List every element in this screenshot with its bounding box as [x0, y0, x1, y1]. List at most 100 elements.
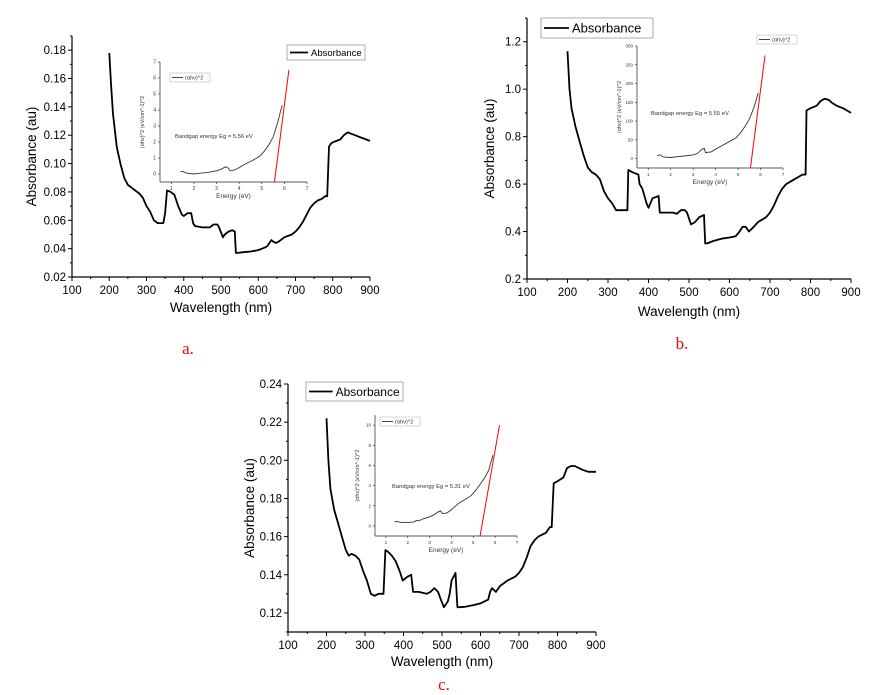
inset-x-tick-label: 2	[193, 186, 196, 192]
y-tick-label: 1.2	[505, 37, 521, 49]
y-tick-label: 0.20	[260, 455, 282, 467]
inset-x-tick-label: 2	[669, 172, 672, 177]
inset-legend-label: (αhν)^2	[185, 76, 203, 82]
chart-panel-b: 100 200 300 400 500 600 700 800 9000.20.40.60.81…	[482, 17, 861, 353]
inset-y-tick-label: 8	[368, 443, 371, 448]
inset-x-tick-label: 6	[759, 172, 762, 177]
bandgap-annotation: Bandgap energy Eg = 5.56 eV	[175, 134, 253, 140]
bandgap-annotation: Bandgap energy Eg = 5.55 eV	[651, 111, 729, 117]
inset-y-tick-label: 7	[153, 60, 156, 66]
inset-y-tick-label: 0	[368, 524, 371, 529]
inset-x-tick-label: 6	[283, 186, 286, 192]
inset-chart: 1 2 3 4 5 6 7 0 1 2 3 4 5 6 7 Energy (eV) (αhν)^2 (eV/cm…	[140, 60, 309, 200]
x-tick-label: 100	[517, 287, 536, 299]
y-tick-label: 0.6	[505, 179, 521, 191]
panel-label: a.	[182, 339, 194, 358]
y-tick-label: 0.08	[44, 187, 66, 199]
inset-tauc-line	[657, 92, 759, 158]
legend-box	[286, 44, 366, 61]
inset-y-tick-label: 5	[153, 92, 156, 98]
y-tick-label: 0.14	[260, 570, 283, 582]
inset-x-tick-label: 2	[407, 540, 410, 545]
inset-y-tick-label: 250	[625, 62, 633, 67]
inset-y-tick-label: 2	[368, 503, 371, 508]
legend: Absorbance	[540, 17, 654, 39]
inset-x-tick-label: 6	[494, 540, 497, 545]
y-tick-label: 0.04	[44, 244, 67, 256]
absorbance-line	[325, 418, 596, 609]
x-tick-label: 800	[323, 285, 342, 297]
chart-panel-c: 100 200 300 400 500 600 700 800 9000.120.140.160…	[242, 379, 606, 694]
inset-y-tick-label: 10	[366, 423, 372, 428]
inset-y-tick-label: 0	[153, 172, 156, 178]
y-tick-label: 0.12	[260, 608, 282, 620]
x-tick-label: 700	[509, 640, 528, 652]
x-tick-label: 400	[394, 640, 413, 652]
x-tick-label: 600	[720, 287, 739, 299]
inset-y-tick-label: 0	[630, 156, 633, 161]
x-axis-title: Wavelength (nm)	[170, 300, 272, 315]
inset-x-tick-label: 7	[306, 186, 309, 192]
inset-legend-box	[756, 34, 798, 45]
legend-box	[540, 17, 654, 39]
x-tick-label: 300	[598, 287, 617, 299]
inset-y-tick-label: 2	[153, 140, 156, 146]
inset-legend-box	[379, 416, 421, 427]
x-tick-label: 100	[278, 640, 297, 652]
x-axis-title: Wavelength (nm)	[638, 304, 740, 319]
inset-legend-box	[169, 72, 211, 83]
x-tick-label: 400	[174, 285, 193, 297]
inset-y-tick-label: 4	[368, 483, 371, 488]
y-tick-label: 0.4	[505, 227, 522, 239]
inset-x-axis-title: Energy (eV)	[429, 547, 464, 554]
y-tick-label: 0.18	[260, 493, 282, 505]
x-tick-label: 300	[355, 640, 374, 652]
panel-label: c.	[438, 675, 450, 694]
inset-legend-label: (αhν)^2	[772, 38, 790, 44]
x-tick-label: 500	[432, 640, 451, 652]
legend-label: Absorbance	[311, 48, 362, 59]
inset-y-axis-title: (αhν)^2 (eV/cm^-1)^2	[140, 96, 146, 148]
inset-fit-line	[479, 424, 501, 537]
y-tick-label: 0.02	[44, 272, 66, 284]
x-tick-label: 100	[62, 285, 81, 297]
x-tick-label: 200	[100, 285, 119, 297]
inset-y-tick-label: 300	[625, 44, 633, 49]
legend: Absorbance	[305, 381, 404, 402]
x-tick-label: 400	[639, 287, 658, 299]
absorbance-line	[566, 51, 852, 245]
inset-x-axis-title: Energy (eV)	[216, 193, 251, 200]
inset-x-axis-title: Energy (eV)	[693, 179, 728, 186]
y-tick-label: 0.18	[44, 45, 66, 57]
inset-x-tick-label: 7	[782, 172, 785, 177]
legend: Absorbance	[286, 44, 366, 61]
x-tick-label: 800	[548, 640, 567, 652]
inset-x-tick-label: 3	[692, 172, 695, 177]
y-tick-label: 0.24	[260, 379, 283, 391]
y-axis-title: Absorbance (au)	[482, 99, 497, 199]
y-axis-title: Absorbance (au)	[24, 107, 39, 207]
inset-x-tick-label: 4	[450, 540, 453, 545]
y-tick-label: 0.22	[260, 417, 282, 429]
bandgap-annotation: Bandgap energy Eg = 5.31 eV	[392, 484, 470, 490]
inset-x-tick-label: 5	[737, 172, 740, 177]
y-tick-label: 0.10	[44, 159, 66, 171]
y-tick-label: 0.06	[44, 215, 66, 227]
y-axis-title: Absorbance (au)	[242, 458, 257, 558]
inset-y-tick-label: 100	[625, 119, 633, 124]
legend-box	[305, 381, 404, 402]
inset-x-tick-label: 7	[516, 540, 519, 545]
x-tick-label: 900	[586, 640, 605, 652]
inset-y-tick-label: 6	[368, 463, 371, 468]
inset-tauc-line	[180, 105, 283, 175]
y-tick-label: 0.8	[505, 132, 521, 144]
y-tick-label: 0.2	[505, 274, 521, 286]
legend-label: Absorbance	[572, 21, 641, 36]
inset-x-tick-label: 4	[714, 172, 717, 177]
inset-legend-label: (αhν)^2	[395, 420, 413, 426]
absorbance-line	[108, 52, 371, 254]
x-tick-label: 600	[249, 285, 268, 297]
x-tick-label: 300	[137, 285, 156, 297]
inset-chart: 1 2 3 4 5 6 7 0 50 100 150 200 250 300 Energy (eV) (αhν…	[617, 34, 798, 186]
